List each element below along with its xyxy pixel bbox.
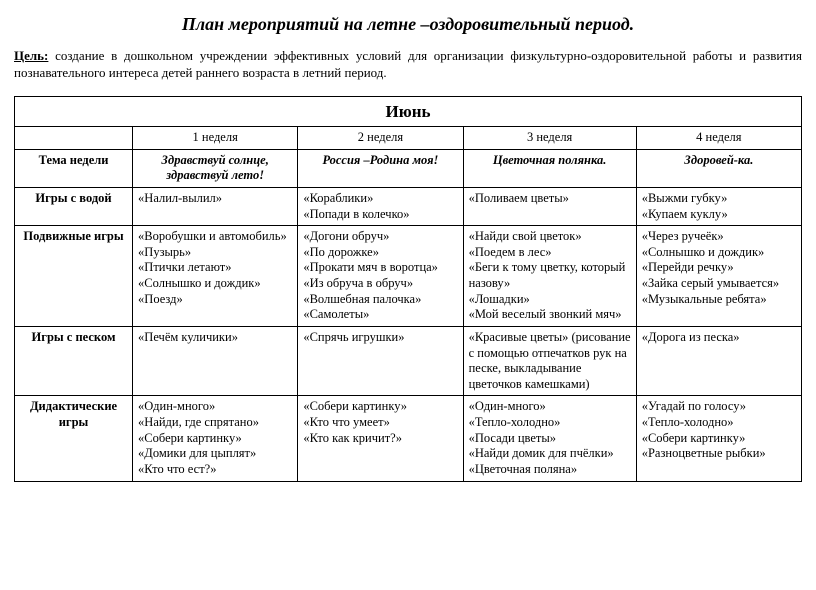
plan-table: Июнь 1 неделя 2 неделя 3 неделя 4 неделя… <box>14 96 802 482</box>
theme-w2: Россия –Родина моя! <box>298 149 463 187</box>
week-3-header: 3 неделя <box>463 127 636 150</box>
row-label-didactic: Дидактические игры <box>15 396 133 481</box>
row-label-sand: Игры с песком <box>15 326 133 396</box>
didactic-w2: «Собери картинку»«Кто что умеет»«Кто как… <box>298 396 463 481</box>
sand-w1: «Печём куличики» <box>133 326 298 396</box>
week-4-header: 4 неделя <box>636 127 801 150</box>
water-w2: «Кораблики»«Попади в колечко» <box>298 187 463 225</box>
theme-w4: Здоровей-ка. <box>636 149 801 187</box>
goal-label: Цель: <box>14 48 48 63</box>
didactic-w4: «Угадай по голосу»«Тепло-холодно»«Собери… <box>636 396 801 481</box>
theme-w1: Здравствуй солнце, здравствуй лето! <box>133 149 298 187</box>
water-w4: «Выжми губку»«Купаем куклу» <box>636 187 801 225</box>
sand-w3: «Красивые цветы» (рисование с помощью от… <box>463 326 636 396</box>
active-w1: «Воробушки и автомобиль»«Пузырь» «Птички… <box>133 226 298 327</box>
sand-w2: «Спрячь игрушки» <box>298 326 463 396</box>
theme-w3: Цветочная полянка. <box>463 149 636 187</box>
row-label-theme: Тема недели <box>15 149 133 187</box>
goal-paragraph: Цель: создание в дошкольном учреждении э… <box>14 48 802 82</box>
row-label-water: Игры с водой <box>15 187 133 225</box>
water-w3: «Поливаем цветы» <box>463 187 636 225</box>
active-w2: «Догони обруч»«По дорожке»«Прокати мяч в… <box>298 226 463 327</box>
month-header: Июнь <box>15 96 802 126</box>
week-1-header: 1 неделя <box>133 127 298 150</box>
active-w4: «Через ручеёк»«Солнышко и дождик»«Перейд… <box>636 226 801 327</box>
didactic-w3: «Один-много»«Тепло-холодно»«Посади цветы… <box>463 396 636 481</box>
goal-text: создание в дошкольном учреждении эффекти… <box>14 48 802 80</box>
page-title: План мероприятий на летне –оздоровительн… <box>14 14 802 35</box>
week-2-header: 2 неделя <box>298 127 463 150</box>
didactic-w1: «Один-много»«Найди, где спрятано»«Собери… <box>133 396 298 481</box>
sand-w4: «Дорога из песка» <box>636 326 801 396</box>
active-w3: «Найди свой цветок» «Поедем в лес»«Беги … <box>463 226 636 327</box>
row-label-active: Подвижные игры <box>15 226 133 327</box>
water-w1: «Налил-вылил» <box>133 187 298 225</box>
empty-corner <box>15 127 133 150</box>
